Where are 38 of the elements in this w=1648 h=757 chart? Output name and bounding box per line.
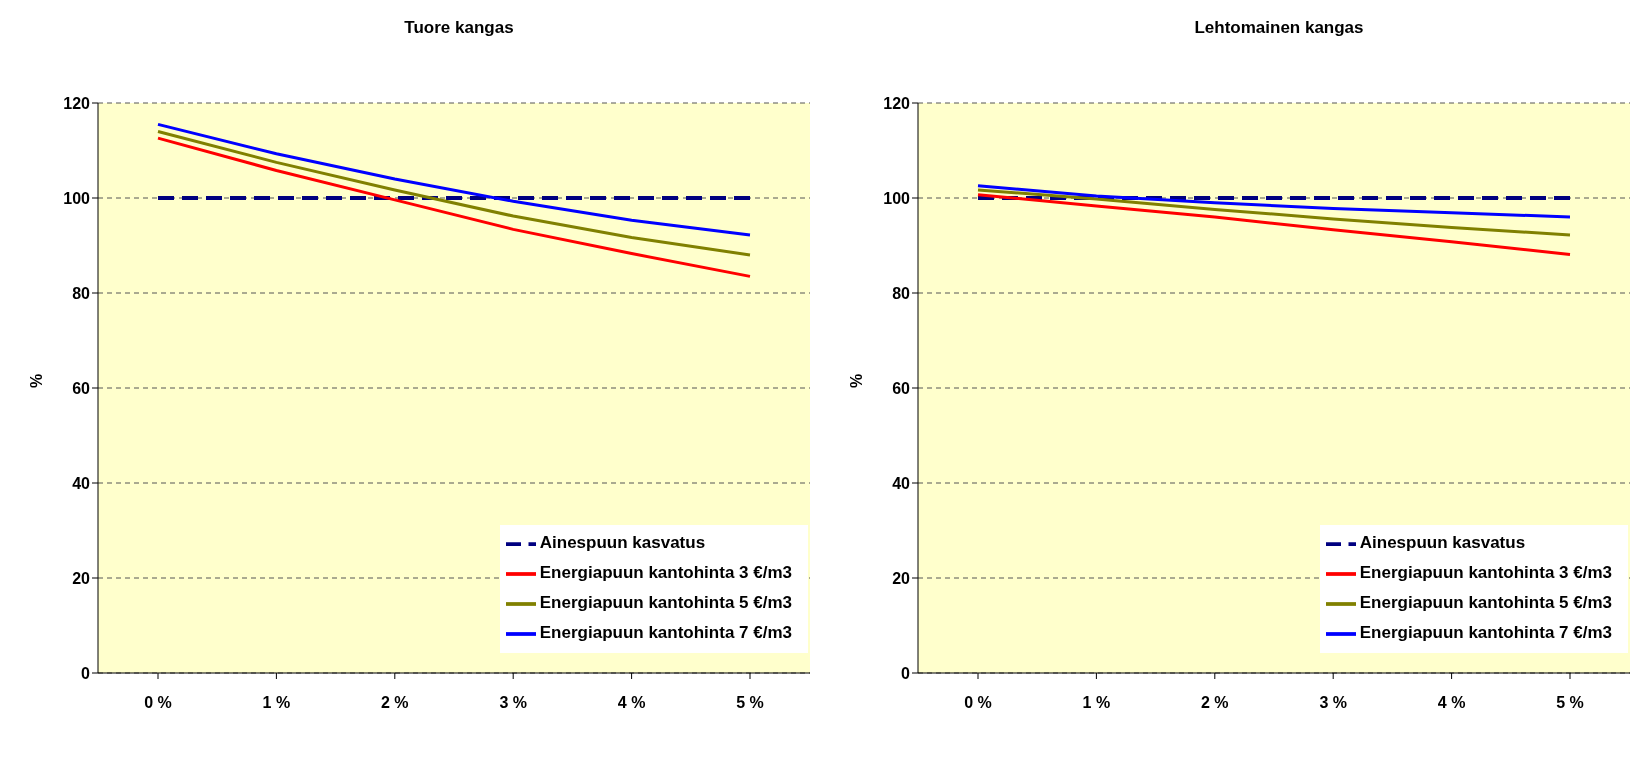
x-tick-label: 1 %: [1082, 694, 1111, 712]
y-tick-label: 100: [883, 189, 911, 207]
x-tick-label: 1 %: [262, 694, 291, 712]
chart-title: Tuore kangas: [403, 18, 515, 38]
y-tick-label: 20: [72, 569, 91, 587]
legend-label: Energiapuun kantohinta 5 €/m3: [539, 593, 792, 613]
x-tick-label: 4 %: [617, 694, 646, 712]
chart-title: Lehtomainen kangas: [1193, 18, 1365, 38]
x-tick-label: 3 %: [1319, 694, 1347, 712]
legend-label: Energiapuun kantohinta 7 €/m3: [1359, 623, 1612, 643]
y-axis-title: %: [847, 373, 865, 388]
x-tick-label: 4 %: [1437, 694, 1466, 712]
legend-label: Energiapuun kantohinta 3 €/m3: [1359, 563, 1612, 583]
x-tick-label: 0 %: [144, 694, 172, 712]
y-axis-title: %: [27, 373, 45, 388]
y-tick-label: 80: [892, 284, 911, 302]
y-tick-label: 20: [892, 569, 911, 587]
y-tick-label: 60: [892, 379, 911, 397]
legend-label: Energiapuun kantohinta 7 €/m3: [539, 623, 792, 643]
y-tick-label: 40: [72, 474, 91, 492]
legend-label: Ainespuun kasvatus: [539, 533, 706, 553]
legend-label: Energiapuun kantohinta 3 €/m3: [539, 563, 792, 583]
y-tick-label: 0: [81, 664, 91, 682]
x-tick-label: 5 %: [736, 694, 764, 712]
x-tick-label: 0 %: [964, 694, 992, 712]
y-tick-label: 40: [892, 474, 911, 492]
x-tick-label: 5 %: [1556, 694, 1584, 712]
x-tick-label: 2 %: [1201, 694, 1229, 712]
y-tick-label: 100: [63, 189, 91, 207]
x-tick-label: 3 %: [499, 694, 527, 712]
legend-label: Ainespuun kasvatus: [1359, 533, 1526, 553]
y-tick-label: 80: [72, 284, 91, 302]
y-tick-label: 120: [883, 94, 911, 112]
y-tick-label: 0: [901, 664, 911, 682]
x-tick-label: 2 %: [381, 694, 409, 712]
legend-label: Energiapuun kantohinta 5 €/m3: [1359, 593, 1612, 613]
y-tick-label: 120: [63, 94, 91, 112]
y-tick-label: 60: [72, 379, 91, 397]
